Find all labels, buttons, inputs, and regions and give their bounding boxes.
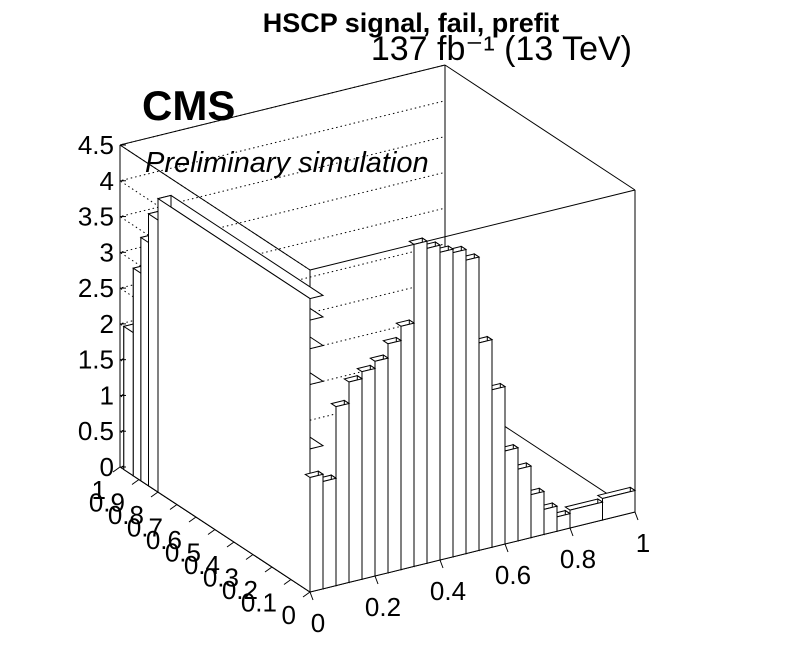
z-gridline [118, 100, 446, 307]
preliminary-label: Preliminary simulation [145, 147, 429, 179]
y-tick-mark [207, 529, 216, 535]
bar-front [530, 490, 545, 539]
z-tick-label: 2.5 [78, 273, 114, 303]
x-tick-label: 1 [636, 528, 650, 558]
z-tick-label: 1 [100, 380, 114, 410]
y-tick-mark [112, 466, 121, 473]
cms-label: CMS [142, 82, 235, 129]
frame-edge [119, 64, 446, 146]
bar-front [491, 385, 506, 548]
y-tick-label: 0 [282, 600, 296, 630]
y-tick-mark [150, 491, 159, 498]
bar-front [426, 244, 441, 564]
axis-ticks: 00.20.40.60.8100.10.20.30.40.50.60.70.80… [78, 130, 650, 638]
z-gridline [118, 243, 446, 450]
bar-front [387, 339, 402, 574]
y-tick-label: 0.3 [203, 563, 239, 593]
y-tick-mark [245, 554, 254, 560]
y-tick-label: 0.5 [165, 538, 201, 568]
z-tick-label: 1.5 [78, 345, 114, 375]
x-tick-mark [439, 559, 444, 569]
frame-edge [309, 189, 636, 271]
bar-front [400, 322, 415, 571]
z-gridline [118, 350, 446, 557]
back-ribbons [122, 194, 325, 593]
chart-title: HSCP signal, fail, prefit [263, 8, 560, 38]
z-gridline [118, 171, 446, 378]
z-tick-label: 3 [100, 237, 114, 267]
bar-front [543, 505, 558, 536]
y-tick-mark [226, 541, 235, 548]
bar-front [517, 465, 532, 542]
z-tick-label: 4.5 [78, 130, 114, 160]
x-tick-mark [634, 511, 639, 521]
y-tick-label: 0.7 [127, 513, 163, 543]
ribbon-side [157, 197, 311, 593]
bar-front [504, 447, 519, 545]
y-tick-mark [188, 516, 197, 523]
x-tick-mark [504, 543, 509, 553]
y-tick-mark [283, 579, 292, 585]
bar-front [322, 477, 337, 590]
bar-front [413, 240, 428, 568]
x-tick-mark [374, 575, 379, 585]
x-tick-mark [309, 591, 314, 601]
y-tick-label: 0.6 [146, 525, 182, 555]
bar-front [439, 248, 454, 561]
front-bars [304, 237, 637, 593]
bar-front [556, 513, 571, 532]
z-gridline [118, 314, 446, 521]
y-tick-mark [264, 566, 273, 573]
z-tick-label: 2 [100, 309, 114, 339]
z-tick-label: 3.5 [78, 202, 114, 232]
z-tick-label: 0.5 [78, 416, 114, 446]
z-tick-label: 4 [100, 166, 114, 196]
z-tick-label: 0 [100, 452, 114, 482]
x-tick-mark [569, 527, 574, 537]
lumi-label: 137 fb⁻¹ (13 TeV) [371, 30, 632, 68]
x-tick-label: 0.6 [495, 560, 531, 590]
bar-front [309, 473, 324, 593]
y-tick-label: 0.2 [222, 575, 258, 605]
frame-edge [444, 64, 636, 191]
frame-edge [119, 144, 311, 271]
z-gridline [118, 207, 446, 414]
y-tick-label: 1 [92, 475, 106, 505]
z-gridline [118, 136, 446, 342]
x-tick-label: 0.8 [560, 544, 596, 574]
bar-front [478, 339, 493, 552]
y-tick-label: 0.4 [184, 550, 220, 580]
bar-front [374, 357, 389, 577]
x-tick-label: 0.4 [430, 576, 466, 606]
bar-front [452, 248, 467, 558]
y-tick-label: 0.9 [89, 488, 125, 518]
bar-front [465, 256, 480, 555]
bar-front [348, 378, 363, 584]
y-tick-mark [131, 479, 140, 485]
y-tick-label: 0.1 [241, 588, 277, 618]
y-tick-mark [302, 591, 311, 598]
bar-front [361, 367, 376, 580]
x-tick-label: 0 [311, 608, 325, 638]
z-gridline [118, 279, 446, 486]
bar-front [335, 402, 350, 587]
y-tick-mark [169, 504, 178, 510]
x-tick-label: 0.2 [365, 592, 401, 622]
y-tick-label: 0.8 [108, 500, 144, 530]
